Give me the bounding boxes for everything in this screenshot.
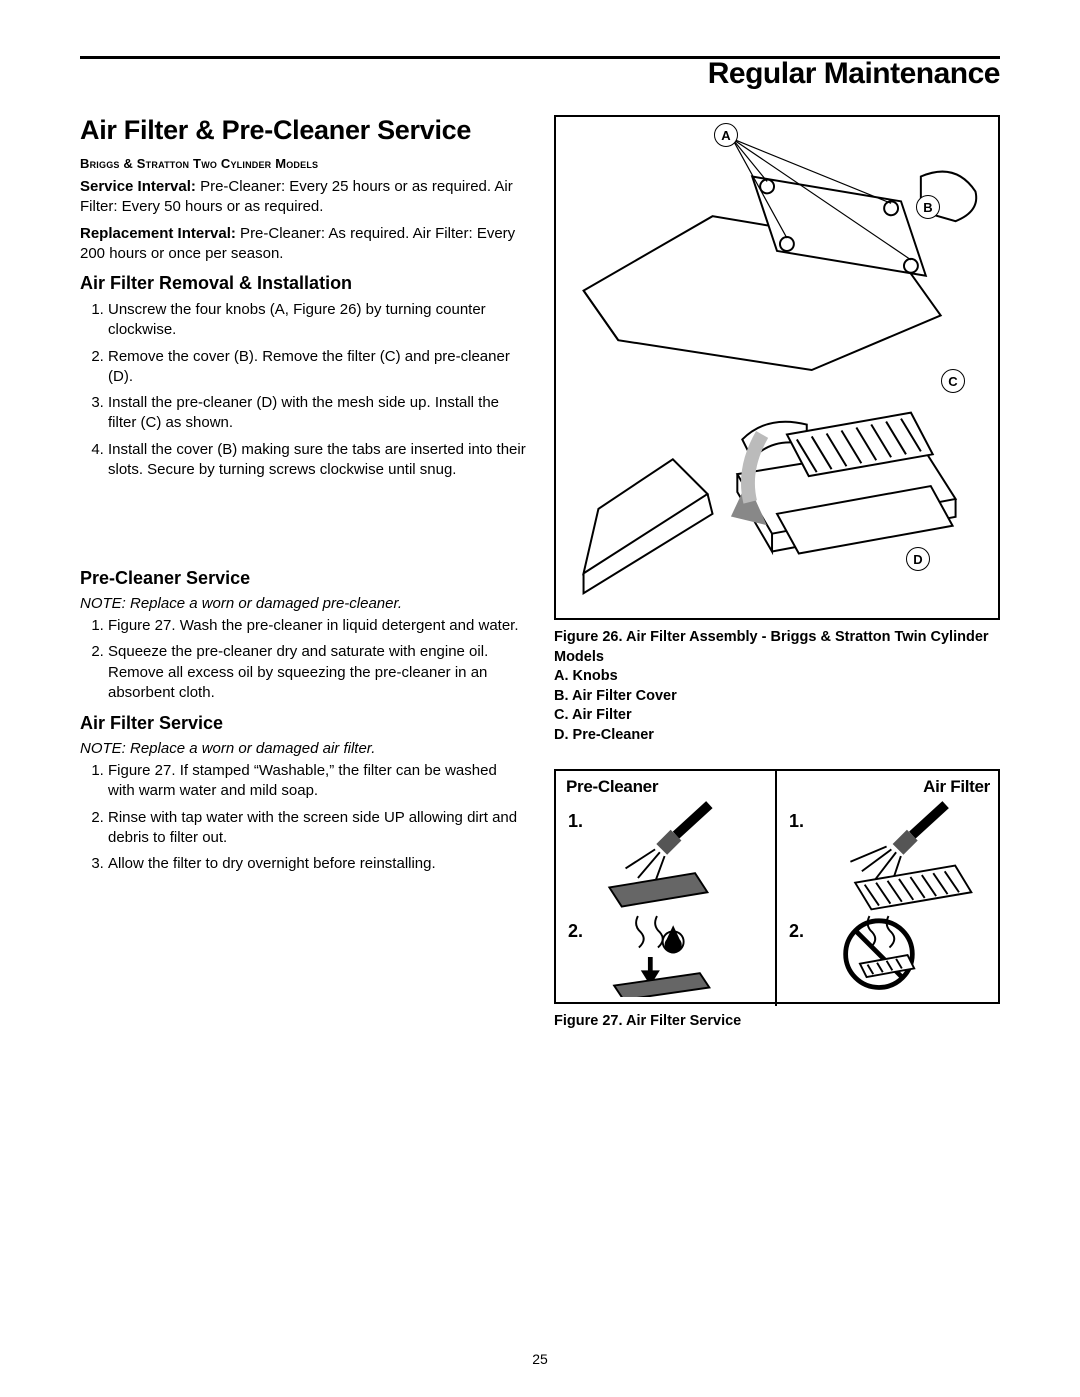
precleaner-step: Figure 27. Wash the pre-cleaner in liqui… [108, 616, 526, 636]
service-interval: Service Interval: Pre-Cleaner: Every 25 … [80, 177, 526, 216]
airfilter-step: Allow the filter to dry overnight before… [108, 854, 526, 874]
figure-26-diagram [556, 117, 998, 618]
precleaner-step: Squeeze the pre-cleaner dry and saturate… [108, 642, 526, 703]
figure-27-num-1-left: 1. [568, 811, 583, 832]
precleaner-note: NOTE: Replace a worn or damaged pre-clea… [80, 595, 526, 612]
figure-27-right-title: Air Filter [787, 777, 990, 797]
figure-27-left-cell: Pre-Cleaner 1. 2. [556, 771, 777, 1006]
service-interval-label: Service Interval: [80, 178, 196, 195]
removal-title: Air Filter Removal & Installation [80, 273, 526, 294]
two-column-layout: Air Filter & Pre-Cleaner Service Briggs … [80, 115, 1000, 1032]
figure-27-left-title: Pre-Cleaner [566, 777, 767, 797]
figure-26-box: A B C D [554, 115, 1000, 620]
page: Regular Maintenance Air Filter & Pre-Cle… [0, 0, 1080, 1397]
removal-step: Remove the cover (B). Remove the filter … [108, 347, 526, 388]
airfilter-title: Air Filter Service [80, 713, 526, 734]
model-line: Briggs & Stratton Two Cylinder Models [80, 156, 526, 171]
callout-d: D [906, 547, 930, 571]
figure-26-caption: Figure 26. Air Filter Assembly - Briggs … [554, 628, 1000, 745]
figure-27-num-1-right: 1. [789, 811, 804, 832]
removal-step: Unscrew the four knobs (A, Figure 26) by… [108, 300, 526, 341]
figure-26-caption-main: Figure 26. Air Filter Assembly - Briggs … [554, 629, 989, 665]
figure-27-grid: Pre-Cleaner 1. 2. [556, 771, 998, 1002]
precleaner-title: Pre-Cleaner Service [80, 568, 526, 589]
callout-a: A [714, 123, 738, 147]
page-number: 25 [0, 1351, 1080, 1367]
figure-26-caption-a: A. Knobs [554, 667, 1000, 687]
vertical-spacer [80, 488, 526, 558]
figure-26-caption-c: C. Air Filter [554, 706, 1000, 726]
figure-27-num-2-left: 2. [568, 921, 583, 942]
figure-27-caption: Figure 27. Air Filter Service [554, 1012, 1000, 1032]
right-column: A B C D Figure 26. Air Filter Assembly -… [554, 115, 1000, 1032]
left-column: Air Filter & Pre-Cleaner Service Briggs … [80, 115, 526, 1032]
airfilter-step: Figure 27. If stamped “Washable,” the fi… [108, 761, 526, 802]
figure-27-right-cell: Air Filter 1. 2. [777, 771, 998, 1006]
figure-27-left-diagram [566, 797, 767, 997]
callout-b: B [916, 195, 940, 219]
airfilter-note: NOTE: Replace a worn or damaged air filt… [80, 740, 526, 757]
precleaner-steps: Figure 27. Wash the pre-cleaner in liqui… [80, 616, 526, 703]
airfilter-steps: Figure 27. If stamped “Washable,” the fi… [80, 761, 526, 874]
figure-27-box: Pre-Cleaner 1. 2. [554, 769, 1000, 1004]
removal-steps: Unscrew the four knobs (A, Figure 26) by… [80, 300, 526, 480]
airfilter-step: Rinse with tap water with the screen sid… [108, 808, 526, 849]
callout-c: C [941, 369, 965, 393]
figure-27-num-2-right: 2. [789, 921, 804, 942]
replacement-interval: Replacement Interval: Pre-Cleaner: As re… [80, 224, 526, 263]
removal-step: Install the cover (B) making sure the ta… [108, 440, 526, 481]
removal-step: Install the pre-cleaner (D) with the mes… [108, 393, 526, 434]
figure-26-caption-b: B. Air Filter Cover [554, 687, 1000, 707]
replacement-interval-label: Replacement Interval: [80, 225, 236, 242]
figure-27-right-diagram [787, 797, 990, 997]
figure-26-caption-d: D. Pre-Cleaner [554, 726, 1000, 746]
section-title: Air Filter & Pre-Cleaner Service [80, 115, 526, 146]
header-title: Regular Maintenance [80, 57, 1000, 91]
